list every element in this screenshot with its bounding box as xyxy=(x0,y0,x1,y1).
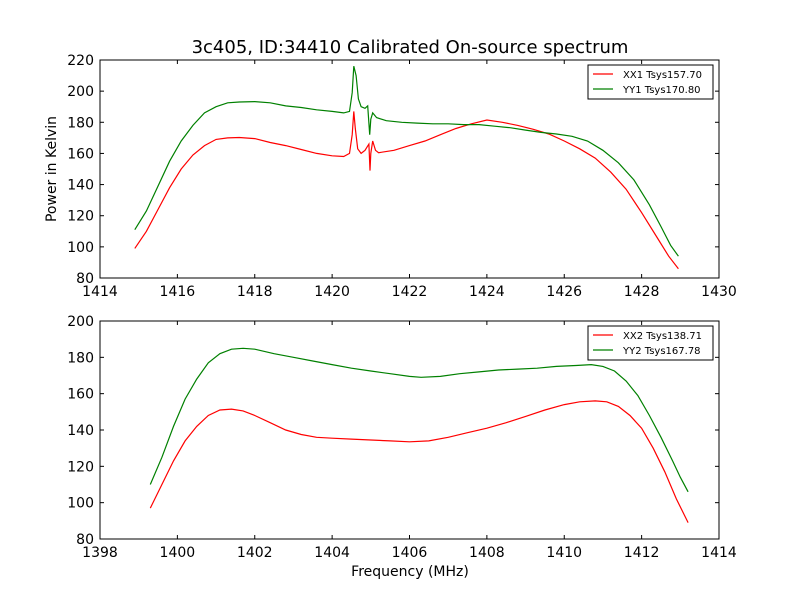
y-tick-label: 220 xyxy=(67,53,94,69)
series-line-1-1 xyxy=(134,111,679,270)
x-tick-label: 1422 xyxy=(392,284,428,300)
legend: XX2 Tsys138.71 YY2 Tsys167.78 xyxy=(587,325,714,361)
legend-label: YY2 Tsys167.78 xyxy=(622,346,701,357)
y-tick-label: 120 xyxy=(67,209,94,225)
y-tick-label: 80 xyxy=(76,532,94,548)
x-tick-label: 1418 xyxy=(237,284,273,300)
x-tick-label: 1430 xyxy=(701,284,737,300)
legend-box xyxy=(587,325,714,361)
x-tick-label: 1420 xyxy=(314,284,350,300)
x-axis-label: Frequency (MHz) xyxy=(351,564,469,580)
legend-label: XX2 Tsys138.71 xyxy=(623,331,702,342)
y-tick-label: 180 xyxy=(67,350,94,366)
x-tick-label: 1400 xyxy=(160,545,196,561)
x-tick-label: 1398 xyxy=(82,545,118,561)
x-tick-label: 1428 xyxy=(624,284,660,300)
y-tick-label: 160 xyxy=(67,387,94,403)
x-tick-label: 1410 xyxy=(546,545,582,561)
top-plot-panel: 1414 1416 1418 1420 1422 1424 1426 1428 1430 80 10… xyxy=(67,53,737,300)
y-axis-label: Power in Kelvin xyxy=(44,116,60,222)
y-tick-label: 180 xyxy=(67,115,94,131)
x-tick-label: 1414 xyxy=(82,284,118,300)
series-line-2-1 xyxy=(149,400,689,523)
series-line-2-2 xyxy=(149,347,689,493)
x-tick-label: 1414 xyxy=(701,545,737,561)
y-tick-label: 140 xyxy=(67,423,94,439)
y-tick-label: 160 xyxy=(67,146,94,162)
y-tick-label: 140 xyxy=(67,178,94,194)
y-tick-label: 120 xyxy=(67,459,94,475)
bottom-plot-panel: 1398 1400 1402 1404 1406 1408 1410 1412 1414 80 10… xyxy=(67,314,737,561)
y-tick-label: 200 xyxy=(67,84,94,100)
legend: XX1 Tsys157.70 YY1 Tsys170.80 xyxy=(587,64,714,100)
legend-label: XX1 Tsys157.70 xyxy=(623,70,702,81)
series-line-1-2 xyxy=(134,66,679,257)
y-tick-label: 80 xyxy=(76,271,94,287)
x-tick-label: 1424 xyxy=(469,284,505,300)
x-tick-label: 1404 xyxy=(314,545,350,561)
y-tick-label: 100 xyxy=(67,240,94,256)
x-tick-label: 1402 xyxy=(237,545,273,561)
y-tick-label: 100 xyxy=(67,496,94,512)
x-tick-label: 1408 xyxy=(469,545,505,561)
x-tick-label: 1416 xyxy=(160,284,196,300)
x-tick-label: 1426 xyxy=(546,284,582,300)
legend-box xyxy=(587,64,714,100)
chart-title: 3c405, ID:34410 Calibrated On-source spe… xyxy=(192,37,629,58)
x-tick-label: 1406 xyxy=(392,545,428,561)
y-tick-label: 200 xyxy=(67,314,94,330)
legend-label: YY1 Tsys170.80 xyxy=(622,85,701,96)
x-tick-label: 1412 xyxy=(624,545,660,561)
